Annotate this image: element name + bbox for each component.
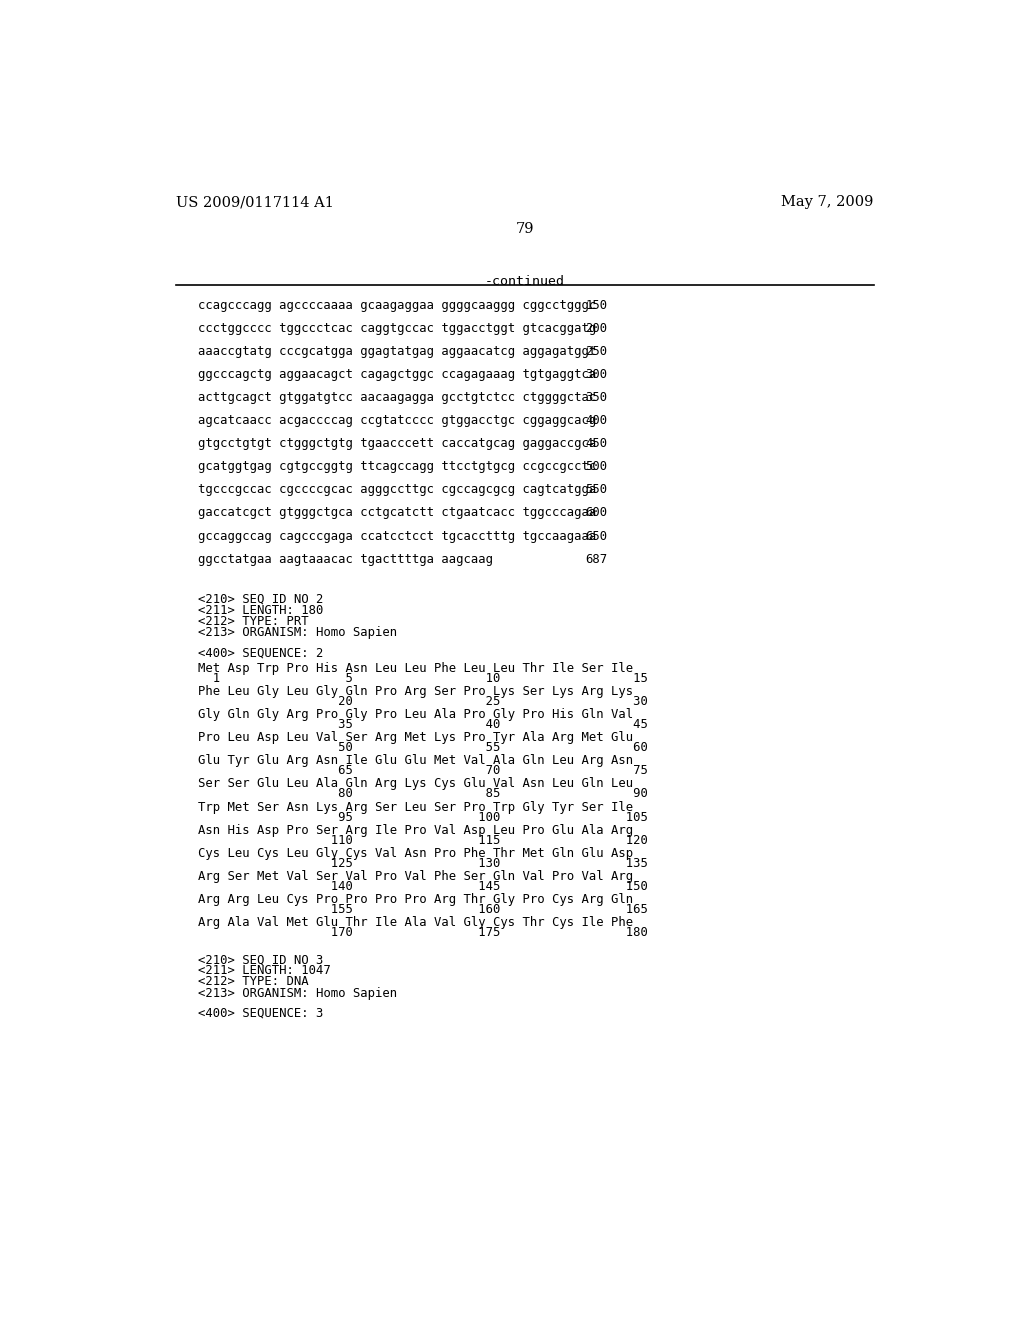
Text: gaccatcgct gtgggctgca cctgcatctt ctgaatcacc tggcccagaa: gaccatcgct gtgggctgca cctgcatctt ctgaatc…: [198, 507, 596, 520]
Text: 500: 500: [586, 461, 607, 474]
Text: ggcctatgaa aagtaaacac tgacttttga aagcaag: ggcctatgaa aagtaaacac tgacttttga aagcaag: [198, 553, 493, 566]
Text: acttgcagct gtggatgtcc aacaagagga gcctgtctcc ctggggctac: acttgcagct gtggatgtcc aacaagagga gcctgtc…: [198, 391, 596, 404]
Text: 170                 175                 180: 170 175 180: [198, 927, 647, 939]
Text: Asn His Asp Pro Ser Arg Ile Pro Val Asp Leu Pro Glu Ala Arg: Asn His Asp Pro Ser Arg Ile Pro Val Asp …: [198, 824, 633, 837]
Text: 550: 550: [586, 483, 607, 496]
Text: US 2009/0117114 A1: US 2009/0117114 A1: [176, 195, 334, 210]
Text: 125                 130                 135: 125 130 135: [198, 857, 647, 870]
Text: 400: 400: [586, 414, 607, 428]
Text: ggcccagctg aggaacagct cagagctggc ccagagaaag tgtgaggtca: ggcccagctg aggaacagct cagagctggc ccagaga…: [198, 368, 596, 381]
Text: 350: 350: [586, 391, 607, 404]
Text: aaaccgtatg cccgcatgga ggagtatgag aggaacatcg aggagatggt: aaaccgtatg cccgcatgga ggagtatgag aggaaca…: [198, 345, 596, 358]
Text: Arg Ala Val Met Glu Thr Ile Ala Val Gly Cys Thr Cys Ile Phe: Arg Ala Val Met Glu Thr Ile Ala Val Gly …: [198, 916, 633, 929]
Text: ccagcccagg agccccaaaa gcaagaggaa ggggcaaggg cggcctgggc: ccagcccagg agccccaaaa gcaagaggaa ggggcaa…: [198, 298, 596, 312]
Text: <210> SEQ ID NO 3: <210> SEQ ID NO 3: [198, 953, 324, 966]
Text: -continued: -continued: [484, 276, 565, 289]
Text: <212> TYPE: PRT: <212> TYPE: PRT: [198, 615, 308, 628]
Text: 65                  70                  75: 65 70 75: [198, 764, 647, 777]
Text: 250: 250: [586, 345, 607, 358]
Text: <210> SEQ ID NO 2: <210> SEQ ID NO 2: [198, 593, 324, 606]
Text: <211> LENGTH: 180: <211> LENGTH: 180: [198, 603, 324, 616]
Text: <213> ORGANISM: Homo Sapien: <213> ORGANISM: Homo Sapien: [198, 986, 397, 999]
Text: 155                 160                 165: 155 160 165: [198, 903, 647, 916]
Text: 95                 100                 105: 95 100 105: [198, 810, 647, 824]
Text: Ser Ser Glu Leu Ala Gln Arg Lys Cys Glu Val Asn Leu Gln Leu: Ser Ser Glu Leu Ala Gln Arg Lys Cys Glu …: [198, 777, 633, 791]
Text: Glu Tyr Glu Arg Asn Ile Glu Glu Met Val Ala Gln Leu Arg Asn: Glu Tyr Glu Arg Asn Ile Glu Glu Met Val …: [198, 755, 633, 767]
Text: 50                  55                  60: 50 55 60: [198, 742, 647, 754]
Text: ccctggcccc tggccctcac caggtgccac tggacctggt gtcacggatg: ccctggcccc tggccctcac caggtgccac tggacct…: [198, 322, 596, 335]
Text: 110                 115                 120: 110 115 120: [198, 834, 647, 846]
Text: 140                 145                 150: 140 145 150: [198, 880, 647, 892]
Text: Arg Arg Leu Cys Pro Pro Pro Pro Arg Thr Gly Pro Cys Arg Gln: Arg Arg Leu Cys Pro Pro Pro Pro Arg Thr …: [198, 892, 633, 906]
Text: <213> ORGANISM: Homo Sapien: <213> ORGANISM: Homo Sapien: [198, 626, 397, 639]
Text: Gly Gln Gly Arg Pro Gly Pro Leu Ala Pro Gly Pro His Gln Val: Gly Gln Gly Arg Pro Gly Pro Leu Ala Pro …: [198, 708, 633, 721]
Text: tgcccgccac cgccccgcac agggccttgc cgccagcgcg cagtcatgga: tgcccgccac cgccccgcac agggccttgc cgccagc…: [198, 483, 596, 496]
Text: 35                  40                  45: 35 40 45: [198, 718, 647, 731]
Text: 650: 650: [586, 529, 607, 543]
Text: 80                  85                  90: 80 85 90: [198, 788, 647, 800]
Text: 200: 200: [586, 322, 607, 335]
Text: <211> LENGTH: 1047: <211> LENGTH: 1047: [198, 964, 331, 977]
Text: 687: 687: [586, 553, 607, 566]
Text: Pro Leu Asp Leu Val Ser Arg Met Lys Pro Tyr Ala Arg Met Glu: Pro Leu Asp Leu Val Ser Arg Met Lys Pro …: [198, 731, 633, 744]
Text: gtgcctgtgt ctgggctgtg tgaacccett caccatgcag gaggaccgca: gtgcctgtgt ctgggctgtg tgaacccett caccatg…: [198, 437, 596, 450]
Text: 150: 150: [586, 298, 607, 312]
Text: <400> SEQUENCE: 3: <400> SEQUENCE: 3: [198, 1007, 324, 1020]
Text: gccaggccag cagcccgaga ccatcctcct tgcacctttg tgccaagaaa: gccaggccag cagcccgaga ccatcctcct tgcacct…: [198, 529, 596, 543]
Text: May 7, 2009: May 7, 2009: [781, 195, 873, 210]
Text: Arg Ser Met Val Ser Val Pro Val Phe Ser Gln Val Pro Val Arg: Arg Ser Met Val Ser Val Pro Val Phe Ser …: [198, 870, 633, 883]
Text: Phe Leu Gly Leu Gly Gln Pro Arg Ser Pro Lys Ser Lys Arg Lys: Phe Leu Gly Leu Gly Gln Pro Arg Ser Pro …: [198, 685, 633, 698]
Text: Met Asp Trp Pro His Asn Leu Leu Phe Leu Leu Thr Ile Ser Ile: Met Asp Trp Pro His Asn Leu Leu Phe Leu …: [198, 663, 633, 675]
Text: 1                 5                  10                  15: 1 5 10 15: [198, 672, 647, 685]
Text: 450: 450: [586, 437, 607, 450]
Text: Cys Leu Cys Leu Gly Cys Val Asn Pro Phe Thr Met Gln Glu Asp: Cys Leu Cys Leu Gly Cys Val Asn Pro Phe …: [198, 847, 633, 859]
Text: 20                  25                  30: 20 25 30: [198, 696, 647, 708]
Text: <212> TYPE: DNA: <212> TYPE: DNA: [198, 975, 308, 989]
Text: 600: 600: [586, 507, 607, 520]
Text: agcatcaacc acgaccccag ccgtatcccc gtggacctgc cggaggcacg: agcatcaacc acgaccccag ccgtatcccc gtggacc…: [198, 414, 596, 428]
Text: 300: 300: [586, 368, 607, 381]
Text: gcatggtgag cgtgccggtg ttcagccagg ttcctgtgcg ccgccgcctc: gcatggtgag cgtgccggtg ttcagccagg ttcctgt…: [198, 461, 596, 474]
Text: Trp Met Ser Asn Lys Arg Ser Leu Ser Pro Trp Gly Tyr Ser Ile: Trp Met Ser Asn Lys Arg Ser Leu Ser Pro …: [198, 800, 633, 813]
Text: 79: 79: [515, 222, 535, 235]
Text: <400> SEQUENCE: 2: <400> SEQUENCE: 2: [198, 647, 324, 660]
